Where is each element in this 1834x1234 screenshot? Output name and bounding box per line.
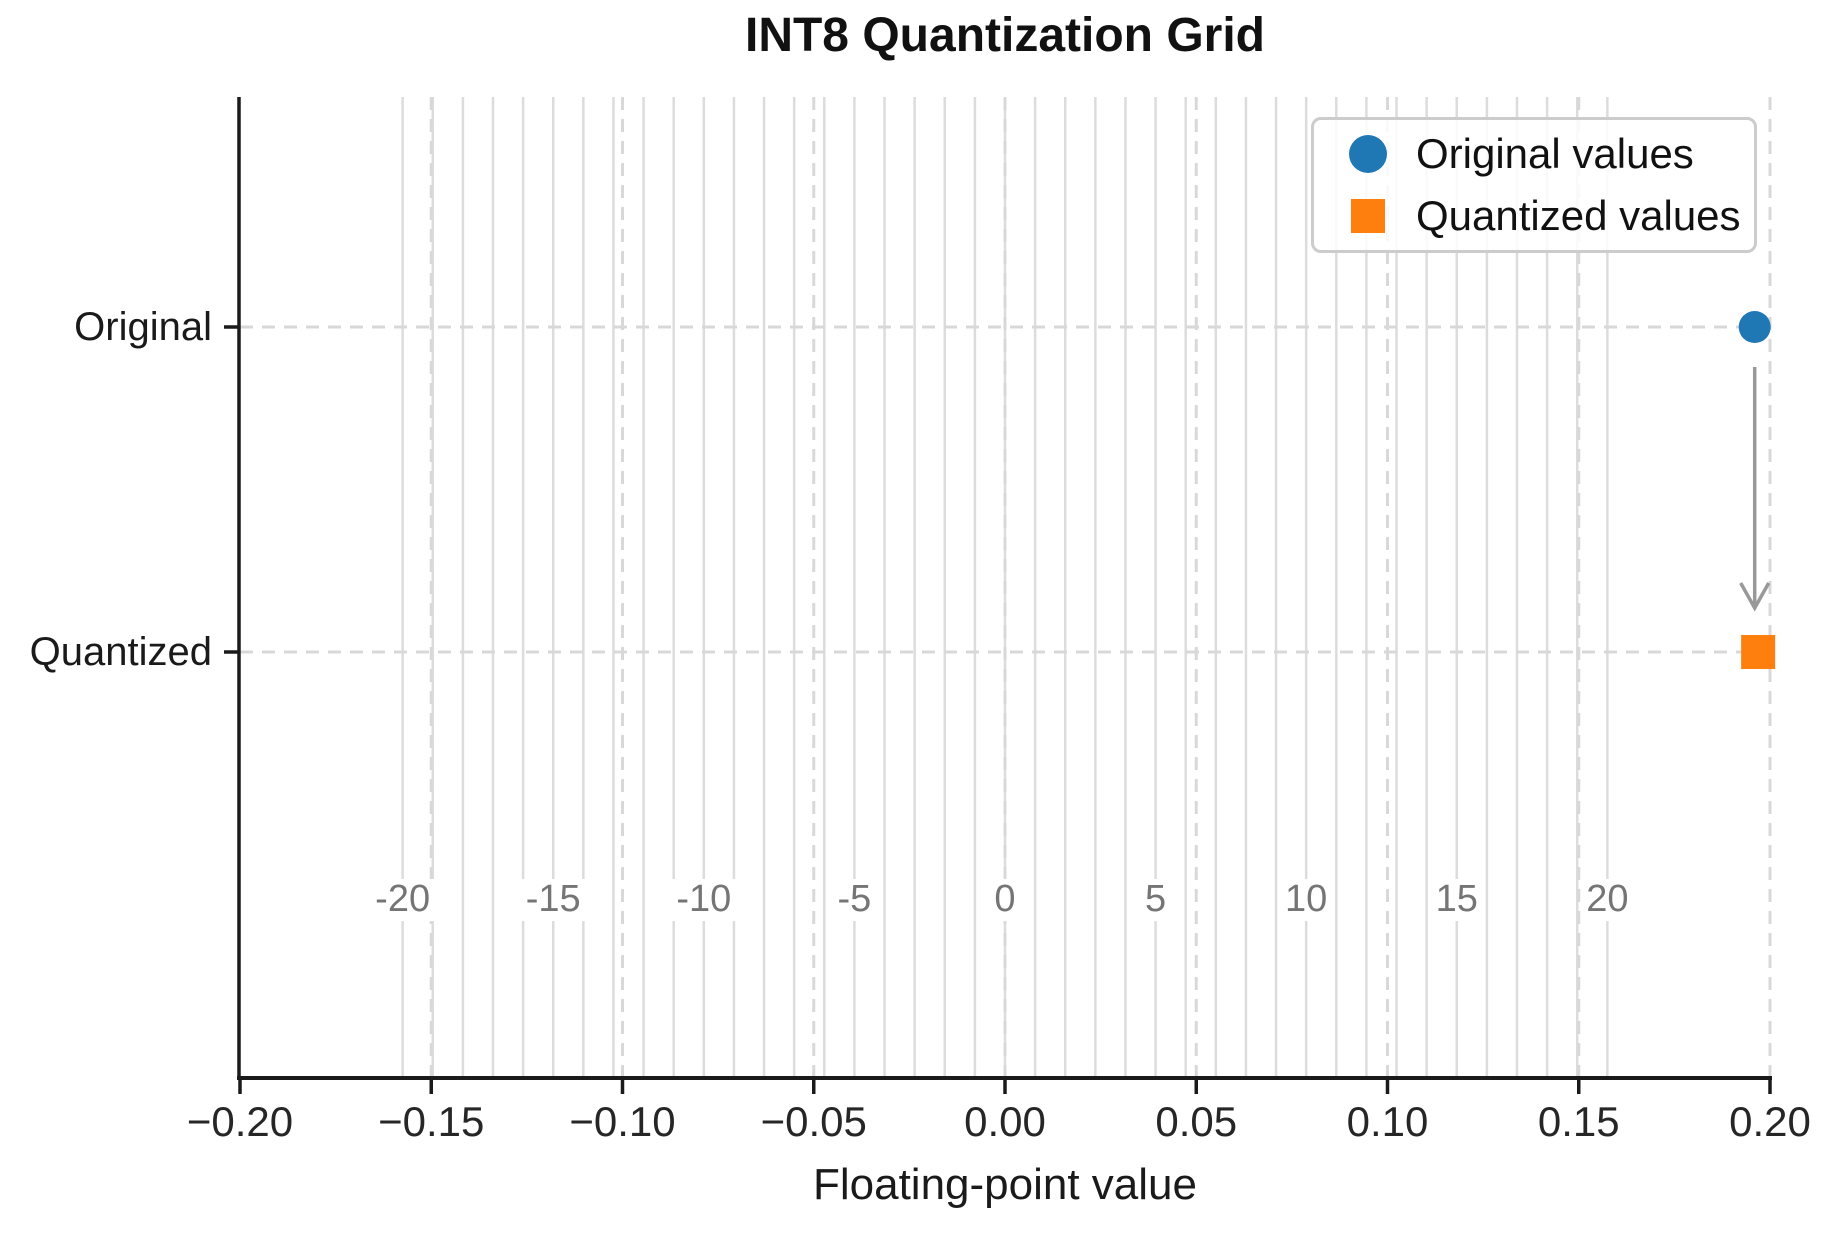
- quant-int-label: 5: [1140, 879, 1172, 921]
- legend-item-original: Original values: [1346, 128, 1754, 180]
- y-category-label-original: Original: [74, 305, 212, 349]
- legend-label-original: Original values: [1416, 130, 1694, 177]
- original-value-point: [1738, 311, 1771, 343]
- quant-int-label: 0: [989, 879, 1021, 921]
- quantization-arrow-head: [1739, 582, 1771, 612]
- x-tick-label: 0.00: [964, 1098, 1046, 1145]
- x-tick-label: −0.10: [569, 1098, 675, 1145]
- x-tick-label: 0.10: [1347, 1098, 1429, 1145]
- quant-int-label: -20: [370, 879, 436, 921]
- quant-int-label: -10: [671, 879, 737, 921]
- quant-int-label: -5: [832, 879, 877, 921]
- x-tick-label: 0.15: [1538, 1098, 1620, 1145]
- quantized-value-point: [1741, 635, 1776, 669]
- quant-int-label: 10: [1280, 879, 1333, 921]
- circle-marker-icon: [1349, 135, 1387, 173]
- square-marker-icon: [1351, 199, 1385, 233]
- x-tick-label: 0.05: [1155, 1098, 1237, 1145]
- legend-label-quantized: Quantized values: [1416, 192, 1741, 239]
- legend-item-quantized: Quantized values: [1346, 190, 1754, 242]
- quant-int-label: 15: [1430, 879, 1483, 921]
- y-category-label-quantized: Quantized: [29, 630, 212, 674]
- x-axis-label: Floating-point value: [812, 1160, 1197, 1209]
- x-tick-label: 0.20: [1729, 1098, 1811, 1145]
- legend-marker-cell: [1346, 199, 1390, 233]
- x-tick-label: −0.15: [378, 1098, 484, 1145]
- quant-int-label: 20: [1581, 879, 1634, 921]
- x-tick-label: −0.20: [187, 1098, 293, 1145]
- legend: Original values Quantized values: [1311, 117, 1757, 253]
- quant-int-label: -15: [520, 879, 586, 921]
- legend-marker-cell: [1346, 135, 1390, 173]
- x-tick-label: −0.05: [761, 1098, 867, 1145]
- chart-title: INT8 Quantization Grid: [744, 9, 1265, 62]
